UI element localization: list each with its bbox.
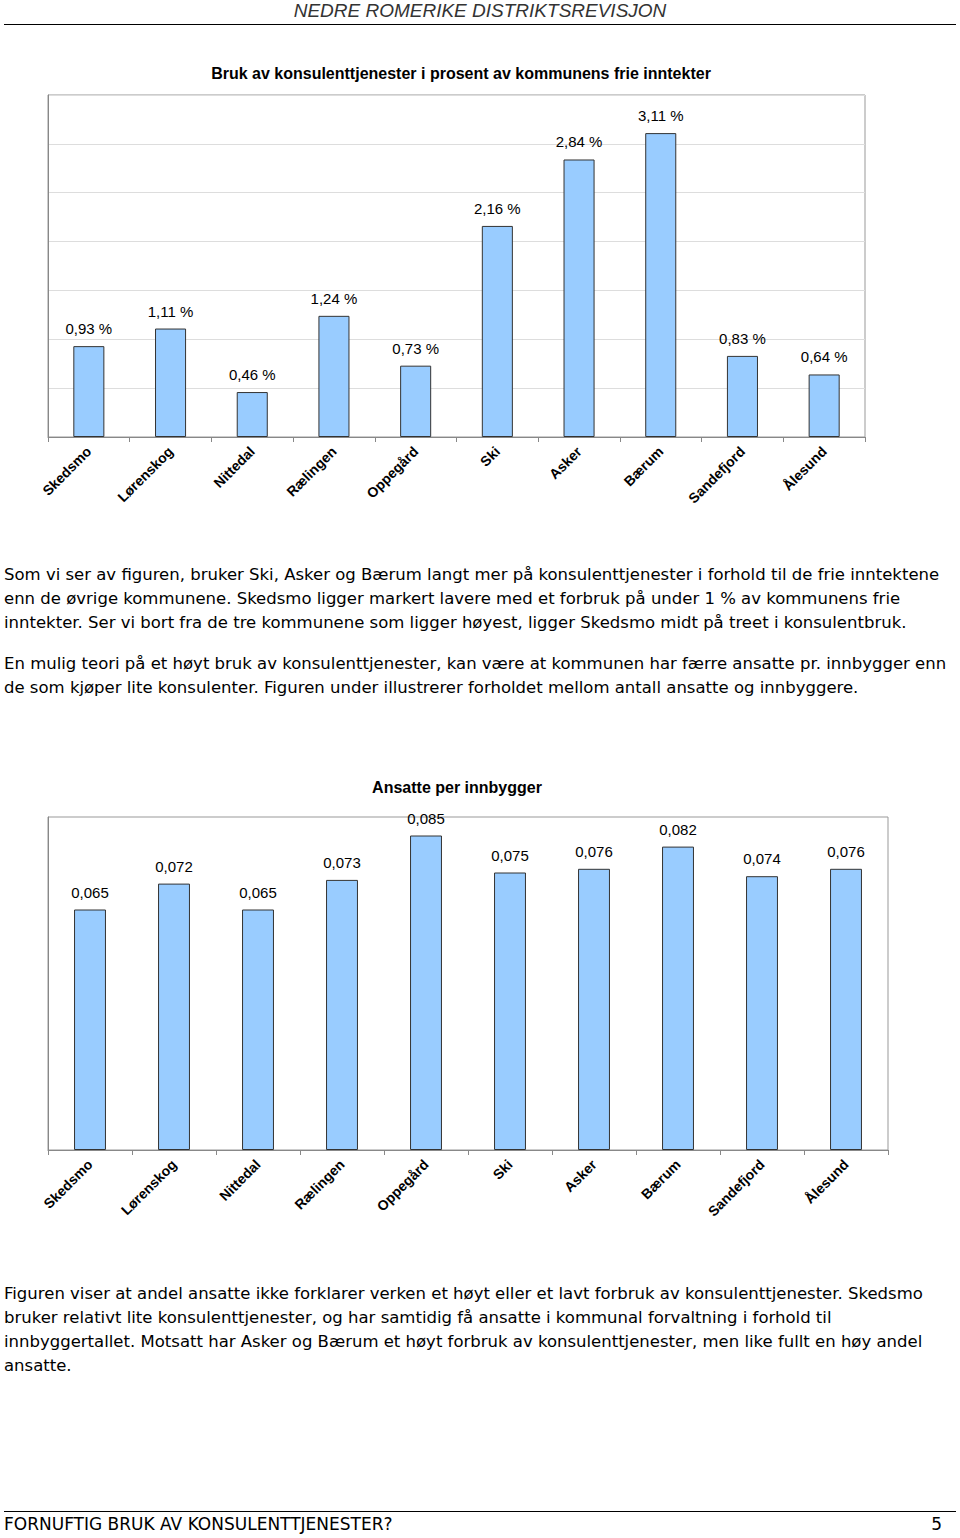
svg-text:0,076: 0,076: [575, 843, 613, 860]
svg-text:Skedsmo: Skedsmo: [40, 1156, 95, 1211]
svg-text:Bruk av konsulenttjenester i p: Bruk av konsulenttjenester i prosent av …: [211, 65, 711, 82]
svg-text:Lørenskog: Lørenskog: [114, 443, 176, 505]
svg-text:Oppegård: Oppegård: [363, 443, 421, 501]
svg-text:Nittedal: Nittedal: [216, 1156, 264, 1204]
svg-text:3,11 %: 3,11 %: [638, 107, 684, 124]
svg-text:0,082: 0,082: [659, 821, 697, 838]
svg-text:0,93 %: 0,93 %: [65, 320, 112, 337]
svg-text:0,46 %: 0,46 %: [229, 366, 276, 383]
html-text:Figuren viser at andel ansatte: Figuren viser at andel ansatte ikke fork…: [4, 1284, 923, 1375]
svg-text:Asker: Asker: [561, 1156, 600, 1195]
svg-text:Oppegård: Oppegård: [374, 1156, 432, 1214]
svg-text:2,84 %: 2,84 %: [556, 133, 603, 150]
svg-text:Ansatte per innbygger: Ansatte per innbygger: [372, 779, 542, 796]
html-text:Som vi ser av figuren, bruker: Som vi ser av figuren, bruker Ski, Asker…: [4, 565, 940, 632]
svg-text:0,075: 0,075: [491, 847, 529, 864]
svg-text:0,074: 0,074: [743, 850, 781, 867]
html-text:NEDRE ROMERIKE DISTRIKTSREVISJ: NEDRE ROMERIKE DISTRIKTSREVISJON: [293, 0, 667, 21]
svg-text:Rælingen: Rælingen: [283, 443, 339, 499]
svg-text:0,83 %: 0,83 %: [719, 330, 766, 347]
svg-text:Ålesund: Ålesund: [801, 1156, 851, 1206]
svg-text:Lørenskog: Lørenskog: [118, 1156, 180, 1218]
svg-text:0,076: 0,076: [827, 843, 865, 860]
svg-text:Ski: Ski: [477, 443, 503, 469]
svg-text:Sandefjord: Sandefjord: [685, 443, 748, 506]
html-text:5: 5: [931, 1514, 942, 1534]
svg-text:Rælingen: Rælingen: [291, 1156, 347, 1212]
svg-text:Ålesund: Ålesund: [779, 443, 829, 493]
svg-text:Ski: Ski: [489, 1156, 515, 1182]
svg-text:0,065: 0,065: [239, 884, 277, 901]
svg-text:0,065: 0,065: [71, 884, 109, 901]
svg-text:0,73 %: 0,73 %: [392, 340, 439, 357]
svg-text:2,16 %: 2,16 %: [474, 200, 521, 217]
svg-text:0,073: 0,073: [323, 854, 361, 871]
svg-text:0,072: 0,072: [155, 858, 193, 875]
svg-text:Skedsmo: Skedsmo: [39, 443, 94, 498]
html-text:FORNUFTIG BRUK AV KONSULENTTJE: FORNUFTIG BRUK AV KONSULENTTJENESTER?: [4, 1514, 393, 1534]
svg-text:Sandefjord: Sandefjord: [705, 1156, 768, 1219]
svg-text:Asker: Asker: [546, 443, 585, 482]
svg-text:Bærum: Bærum: [620, 443, 666, 489]
svg-text:0,64 %: 0,64 %: [801, 348, 848, 365]
svg-text:1,11 %: 1,11 %: [148, 303, 194, 320]
svg-text:Nittedal: Nittedal: [210, 443, 258, 491]
svg-text:Bærum: Bærum: [638, 1156, 684, 1202]
svg-text:1,24 %: 1,24 %: [311, 290, 358, 307]
svg-text:0,085: 0,085: [407, 810, 445, 827]
html-text:En mulig teori på et høyt bruk: En mulig teori på et høyt bruk av konsul…: [4, 654, 947, 697]
